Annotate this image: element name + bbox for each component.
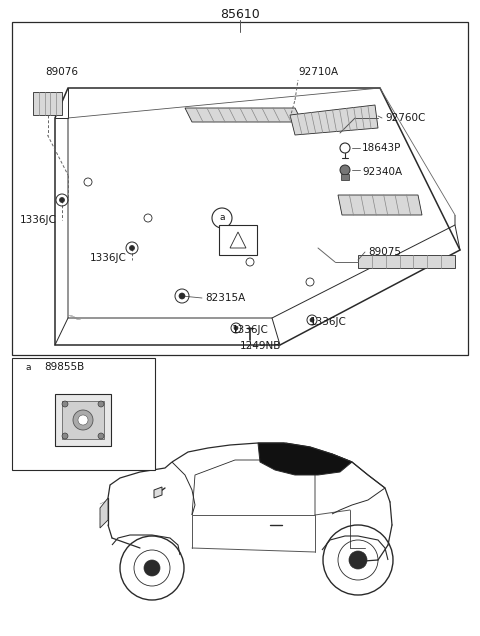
Circle shape (78, 415, 88, 425)
Text: 89076: 89076 (45, 67, 78, 77)
Circle shape (62, 401, 68, 407)
Circle shape (234, 326, 238, 330)
Polygon shape (290, 105, 378, 135)
Polygon shape (185, 108, 302, 122)
Text: 82315A: 82315A (205, 293, 245, 303)
Circle shape (130, 245, 134, 251)
Circle shape (62, 433, 68, 439)
Bar (62, 401, 104, 439)
Circle shape (310, 318, 314, 322)
FancyBboxPatch shape (55, 394, 111, 446)
Text: 89855B: 89855B (44, 362, 84, 372)
Bar (219, 225, 257, 255)
Text: 18643P: 18643P (362, 143, 401, 153)
Circle shape (73, 410, 93, 430)
Text: 1336JC: 1336JC (232, 325, 269, 335)
Text: a: a (219, 214, 225, 223)
Text: 92710A: 92710A (298, 67, 338, 77)
Polygon shape (258, 443, 352, 475)
Circle shape (349, 551, 367, 569)
Text: 1249NB: 1249NB (240, 341, 281, 351)
Circle shape (98, 433, 104, 439)
Text: a: a (25, 363, 31, 371)
Bar (12, 358, 155, 470)
Circle shape (179, 293, 185, 299)
Circle shape (340, 165, 350, 175)
Circle shape (60, 198, 64, 202)
Polygon shape (100, 498, 108, 528)
Text: 89075: 89075 (368, 247, 401, 257)
Circle shape (98, 401, 104, 407)
Polygon shape (338, 195, 422, 215)
Text: 1336JC: 1336JC (20, 215, 57, 225)
Text: 1336JC: 1336JC (310, 317, 347, 327)
Polygon shape (154, 487, 162, 498)
Bar (12, 22, 468, 355)
Text: 92340A: 92340A (362, 167, 402, 177)
Circle shape (144, 560, 160, 576)
Text: 92760C: 92760C (385, 113, 425, 123)
Polygon shape (358, 255, 455, 268)
Text: 1336JC: 1336JC (90, 253, 127, 263)
Bar (341, 174, 349, 180)
Polygon shape (33, 92, 62, 115)
Text: 85610: 85610 (220, 8, 260, 20)
